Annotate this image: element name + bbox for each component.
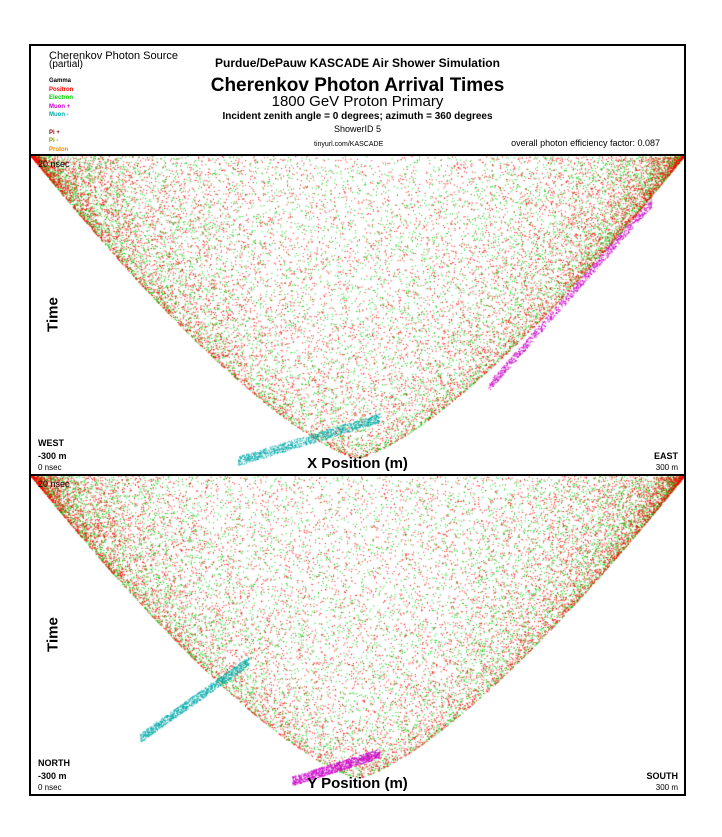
figure-frame: Cherenkov Photon Source (partial) Gamma … bbox=[29, 44, 686, 796]
x-scatter-plot bbox=[31, 156, 684, 474]
legend-item-muon-plus: Muon + bbox=[49, 103, 71, 110]
source-url: tinyurl.com/KASCADE bbox=[314, 141, 384, 148]
direction-left: WEST bbox=[38, 438, 64, 448]
legend-item-proton: Proton bbox=[49, 146, 69, 153]
efficiency-factor: overall photon efficiency factor: 0.087 bbox=[511, 138, 660, 148]
x-min-label: -300 m bbox=[38, 771, 67, 781]
x-axis-title: Y Position (m) bbox=[307, 775, 408, 792]
legend-item-pi-minus: Pi - bbox=[49, 138, 59, 145]
legend-item-muon-minus: Muon - bbox=[49, 112, 69, 119]
y-min-label: 0 nsec bbox=[38, 463, 62, 472]
x-axis-title: X Position (m) bbox=[307, 455, 408, 472]
main-title: Cherenkov Photon Arrival Times bbox=[210, 75, 505, 96]
y-min-label: 0 nsec bbox=[38, 783, 62, 792]
y-scatter-plot bbox=[31, 476, 684, 794]
direction-right: SOUTH bbox=[646, 771, 679, 781]
y-axis-title: Time bbox=[44, 297, 62, 332]
legend-item-gamma: Gamma bbox=[49, 78, 72, 84]
direction-left: NORTH bbox=[38, 758, 70, 768]
y-position-panel: 20 nsec Time NORTH -300 m 0 nsec Y Posit… bbox=[31, 476, 684, 794]
y-max-label: 20 nsec bbox=[38, 479, 70, 489]
simulation-name: Purdue/DePauw KASCADE Air Shower Simulat… bbox=[215, 56, 500, 70]
legend: Gamma Positron Electron Muon + Muon - Pi… bbox=[49, 77, 73, 154]
source-title: Cherenkov Photon Source bbox=[49, 50, 179, 62]
shower-id: ShowerID 5 bbox=[333, 124, 382, 134]
legend-item-positron: Positron bbox=[49, 86, 74, 93]
y-max-label: 20 nsec bbox=[38, 159, 70, 169]
legend-item-electron: Electron bbox=[49, 95, 74, 102]
x-max-label: 300 m bbox=[655, 463, 678, 472]
x-min-label: -300 m bbox=[38, 451, 67, 461]
incident-angles: Incident zenith angle = 0 degrees; azimu… bbox=[222, 111, 493, 122]
source-subtitle: (partial) bbox=[49, 59, 83, 70]
direction-right: EAST bbox=[653, 451, 678, 461]
figure-header: Cherenkov Photon Source (partial) Gamma … bbox=[31, 46, 684, 156]
primary-label: 1800 GeV Proton Primary bbox=[271, 93, 444, 110]
legend-item-pi-plus: Pi + bbox=[49, 129, 60, 136]
x-max-label: 300 m bbox=[655, 783, 678, 792]
y-axis-title: Time bbox=[44, 617, 62, 652]
x-position-panel: 20 nsec Time WEST -300 m 0 nsec X Positi… bbox=[31, 156, 684, 476]
